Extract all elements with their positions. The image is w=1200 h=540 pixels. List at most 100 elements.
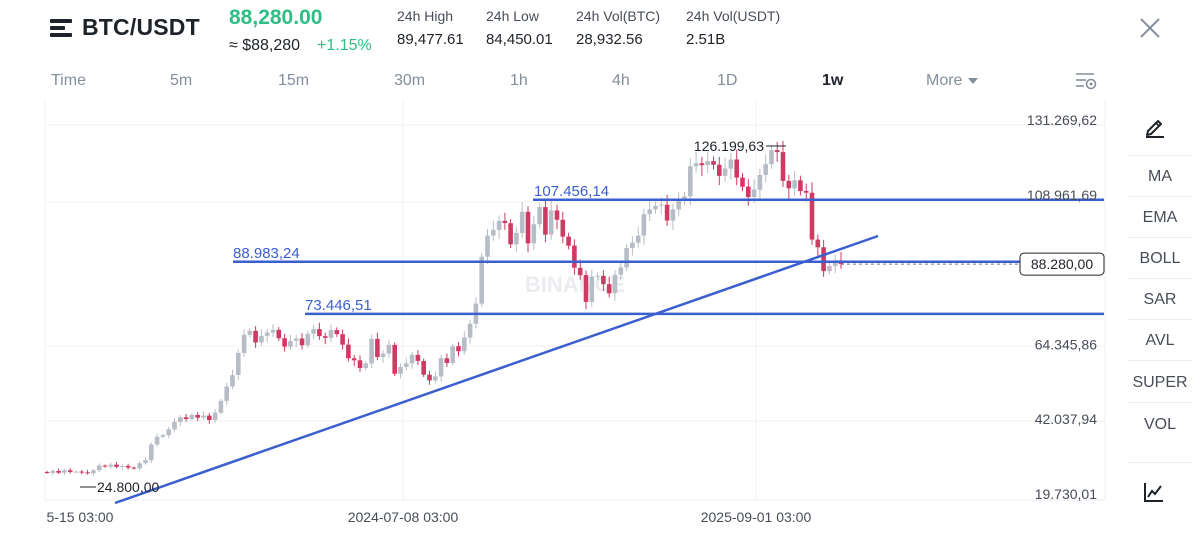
chart-settings-icon[interactable] — [1074, 70, 1098, 92]
candle-up — [363, 363, 369, 368]
chart-labels: 126.199,63 24.800,00 107.456,14 88.983,24 73… — [47, 112, 1105, 525]
current-price-label: 88.280,00 — [1031, 256, 1093, 272]
y-tick-label: 64.345,86 — [1035, 336, 1097, 352]
indicator-super[interactable]: SUPER — [1132, 374, 1188, 391]
candle-up — [450, 346, 455, 363]
tab-15m[interactable]: 15m — [278, 72, 310, 89]
candlestick-chart[interactable]: BINANCE 126.199,6324.800,00107.456,1488.… — [0, 100, 1110, 540]
candle-down — [114, 464, 119, 467]
candle-down — [815, 239, 821, 248]
candle-down — [554, 210, 560, 220]
pair-title[interactable]: BTC/USDT — [82, 14, 200, 40]
candle-up — [247, 330, 253, 335]
candle-down — [774, 150, 780, 153]
support-label-73446: 73.446,51 — [305, 297, 372, 314]
indicator-boll[interactable]: BOLL — [1139, 250, 1181, 267]
trend-line — [114, 234, 879, 505]
divider — [1128, 237, 1192, 238]
candle-down — [508, 223, 513, 245]
high-price-annotation: 126.199,63 — [694, 138, 764, 154]
candle-up — [827, 266, 832, 272]
candle-up — [212, 412, 218, 420]
candle-up — [751, 189, 757, 197]
candle-down — [67, 470, 73, 472]
candle-down — [734, 159, 739, 178]
candle-down — [560, 219, 566, 237]
y-tick-label: 108.961,69 — [1027, 187, 1097, 203]
stat-value: 28,932.56 — [576, 31, 643, 48]
candle-up — [149, 444, 154, 461]
candle-up — [143, 460, 148, 464]
candle-down — [786, 180, 792, 189]
stat-label: 24h Vol(BTC) — [576, 8, 661, 24]
candle-up — [398, 367, 403, 374]
y-tick-label: 42.037,94 — [1035, 411, 1097, 427]
candle-up — [230, 375, 235, 387]
candle-up — [120, 465, 125, 467]
divider — [1128, 319, 1192, 320]
candle-down — [334, 330, 340, 335]
candle-up — [166, 429, 171, 436]
tab-1h[interactable]: 1h — [510, 72, 528, 89]
ticker-header: BTC/USDT 88,280.00 ≈ $88,280 +1.15% 24h … — [0, 0, 1200, 62]
candle-up — [160, 435, 166, 437]
candle-down — [427, 374, 432, 381]
tab-1d[interactable]: 1D — [717, 72, 738, 89]
close-icon[interactable] — [1138, 16, 1162, 40]
x-tick-label: 2025-09-01 03:00 — [701, 509, 812, 525]
candle-down — [583, 275, 589, 302]
candle-up — [172, 422, 177, 430]
candle-up — [137, 463, 142, 469]
resistance-label: 107.456,14 — [534, 183, 609, 200]
candle-up — [369, 338, 374, 364]
candle-up — [757, 174, 763, 190]
candle-down — [601, 275, 606, 285]
indicator-sar[interactable]: SAR — [1143, 291, 1177, 308]
candle-down — [780, 152, 786, 181]
candle-up — [264, 332, 270, 336]
candle-up — [491, 229, 496, 236]
menu-icon[interactable] — [50, 19, 72, 37]
candle-down — [317, 329, 322, 337]
indicator-avl[interactable]: AVL — [1145, 332, 1175, 349]
candle-up — [624, 248, 629, 268]
tab-4h[interactable]: 4h — [612, 72, 630, 89]
candle-up — [705, 161, 710, 166]
draw-pen-icon[interactable] — [1143, 114, 1167, 138]
candle-up — [832, 260, 838, 267]
candle-down — [346, 344, 351, 359]
tab-time[interactable]: Time — [51, 72, 86, 89]
candle-up — [462, 337, 467, 352]
candle-up — [409, 354, 415, 364]
candle-down — [746, 186, 751, 197]
candle-up — [91, 470, 96, 474]
more-dropdown[interactable]: More — [926, 72, 979, 90]
candle-up — [653, 205, 658, 210]
y-tick-label: 19.730,01 — [1035, 486, 1097, 502]
candle-up — [537, 207, 542, 225]
indicator-vol[interactable]: VOL — [1143, 416, 1176, 433]
tab-30m[interactable]: 30m — [394, 72, 426, 89]
candle-up — [433, 376, 438, 381]
tab-5m[interactable]: 5m — [170, 72, 193, 89]
candle-down — [606, 284, 612, 294]
candle-down — [566, 236, 571, 246]
candle-up — [380, 353, 386, 357]
candle-up — [189, 415, 195, 419]
indicator-ma[interactable]: MA — [1148, 168, 1172, 185]
drawn-lines — [114, 198, 1104, 505]
candle-up — [201, 415, 206, 418]
last-price: 88,280.00 — [229, 6, 323, 29]
candle-up — [50, 471, 56, 473]
candle-up — [154, 436, 160, 445]
candle-up — [630, 242, 635, 248]
tab-1w[interactable]: 1w — [822, 72, 844, 89]
candle-down — [572, 245, 577, 268]
chart-type-icon[interactable] — [1142, 480, 1166, 504]
candle-down — [821, 247, 826, 272]
x-tick-label: 5-15 03:00 — [47, 509, 114, 525]
indicator-ema[interactable]: EMA — [1142, 209, 1178, 226]
candle-up — [62, 470, 67, 473]
candle-up — [438, 358, 444, 377]
stat-24h-high: 24h High 89,477.61 — [397, 8, 464, 48]
